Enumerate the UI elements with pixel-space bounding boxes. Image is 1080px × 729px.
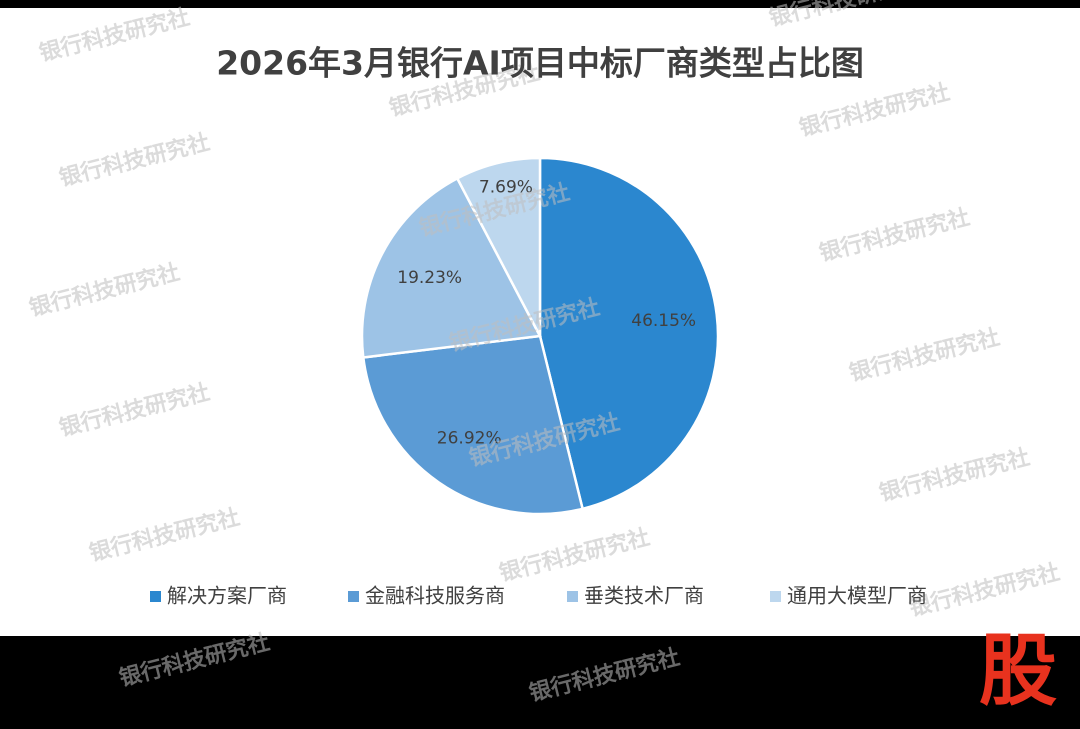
legend-label: 金融科技服务商 xyxy=(365,584,505,608)
legend: 解决方案厂商 金融科技服务商 垂类技术厂商 通用大模型厂商 xyxy=(150,584,927,608)
legend-label: 通用大模型厂商 xyxy=(787,584,927,608)
pie: 46.15% 26.92% 19.23% 7.69% xyxy=(360,156,720,516)
pie-slice xyxy=(455,156,542,337)
pie-slice xyxy=(361,334,585,516)
legend-swatch xyxy=(770,591,781,602)
legend-swatch xyxy=(348,591,359,602)
logo: 股 xyxy=(979,626,1057,716)
pie-slice xyxy=(538,156,720,511)
legend-swatch xyxy=(567,591,578,602)
legend-label: 解决方案厂商 xyxy=(167,584,287,608)
legend-swatch xyxy=(150,591,161,602)
legend-label: 垂类技术厂商 xyxy=(584,584,704,608)
pie-slice xyxy=(360,176,542,359)
data-label: 19.23% xyxy=(397,268,462,288)
data-label: 26.92% xyxy=(437,429,502,449)
top-bar xyxy=(0,0,1080,8)
chart-title: 2026年3月银行AI项目中标厂商类型占比图 xyxy=(216,44,864,83)
bottom-bar xyxy=(0,636,1080,729)
data-label: 46.15% xyxy=(631,311,696,331)
data-label: 7.69% xyxy=(479,178,533,198)
